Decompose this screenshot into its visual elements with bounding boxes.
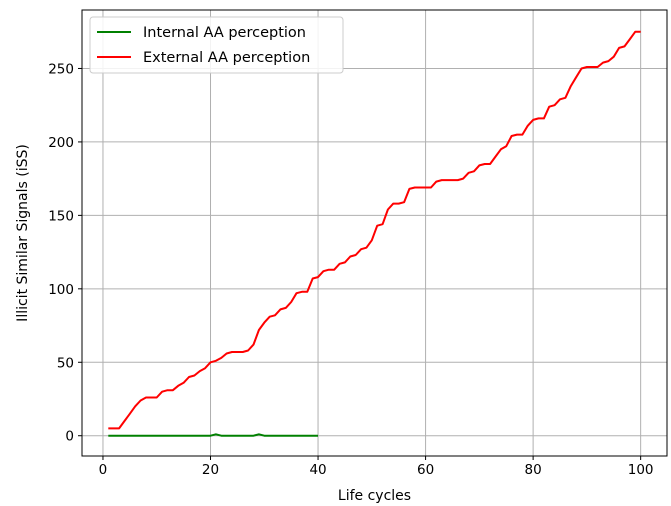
legend-label: External AA perception [143, 50, 310, 66]
series-line-internal [108, 433, 318, 437]
y-axis-label: Illicit Similar Signals (iSS) [15, 144, 31, 322]
x-axis: 0 20 40 60 80 100 [99, 456, 654, 478]
plot-frame [81, 9, 668, 457]
y-tick-label: 200 [48, 135, 74, 151]
x-tick-label: 60 [417, 462, 434, 478]
legend: Internal AA perception External AA percep… [89, 16, 344, 74]
x-tick-label: 40 [309, 462, 326, 478]
x-axis-label: Life cycles [338, 488, 411, 504]
x-tick-label: 100 [628, 462, 654, 478]
legend-box [89, 16, 344, 74]
y-tick-label: 150 [48, 208, 74, 224]
y-tick-label: 0 [65, 429, 74, 445]
y-tick-label: 100 [48, 282, 74, 298]
legend-label: Internal AA perception [143, 25, 306, 41]
y-axis: 0 50 100 150 200 250 [48, 61, 82, 445]
series-group [108, 30, 641, 437]
y-tick-label: 250 [48, 61, 74, 77]
series-line-external [108, 30, 641, 430]
x-tick-label: 80 [525, 462, 542, 478]
y-tick-label: 50 [57, 355, 74, 371]
x-tick-label: 20 [202, 462, 219, 478]
x-tick-label: 0 [99, 462, 108, 478]
